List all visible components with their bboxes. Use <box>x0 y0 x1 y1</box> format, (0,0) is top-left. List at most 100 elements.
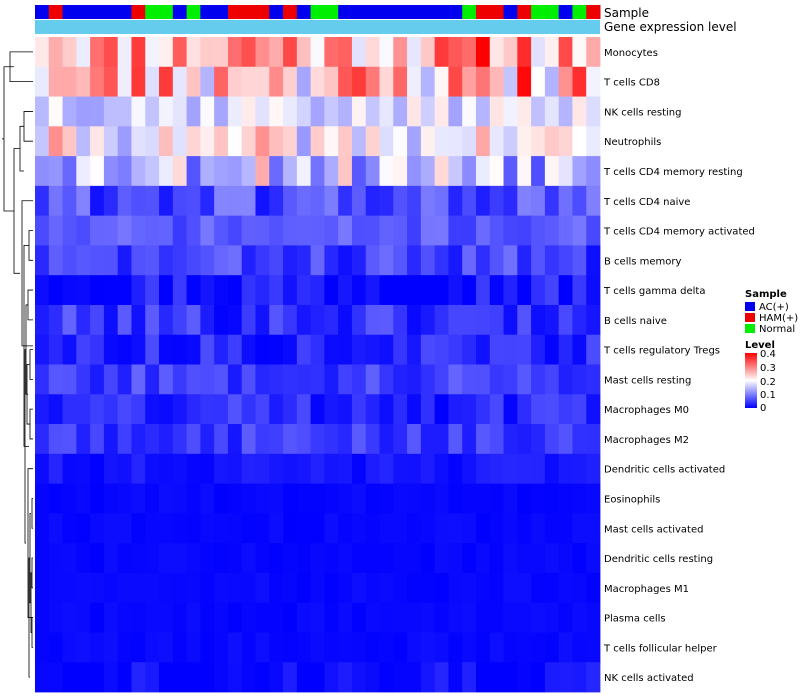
heatmap-cell <box>283 394 298 425</box>
heatmap-cell <box>517 602 532 633</box>
heatmap-cell <box>241 245 256 276</box>
heatmap-cell <box>35 66 50 97</box>
heatmap-cell <box>200 304 215 336</box>
sample-annotation-cell <box>544 5 560 19</box>
heatmap-cell <box>531 275 546 306</box>
heatmap-cell <box>186 572 201 604</box>
heatmap-cell <box>434 96 449 127</box>
heatmap-cell <box>338 66 353 97</box>
heatmap-cell <box>365 632 380 663</box>
heatmap-cell <box>365 126 380 157</box>
heatmap-cell <box>131 513 146 544</box>
heatmap-cell <box>420 394 436 425</box>
heatmap-cell <box>145 37 160 68</box>
heatmap-cell <box>145 334 160 365</box>
heatmap-cell <box>462 245 477 276</box>
heatmap-cell <box>420 602 436 633</box>
heatmap-cell <box>145 304 160 336</box>
heatmap-cell <box>586 662 601 693</box>
heatmap-cell <box>283 245 298 276</box>
row-labels: Monocytes T cells CD8 NK cells resting Neut… <box>603 48 755 684</box>
heatmap-cell <box>351 245 367 276</box>
heatmap-cell <box>434 275 449 306</box>
heatmap-cell <box>90 96 105 127</box>
heatmap-cell <box>531 185 546 217</box>
heatmap-cell <box>310 185 325 217</box>
sample-annotation-cell <box>159 5 174 19</box>
heatmap-cell <box>186 275 201 306</box>
heatmap-cell <box>200 215 215 246</box>
heatmap-cell <box>241 126 256 157</box>
heatmap-cell <box>420 304 436 336</box>
heatmap-cell <box>200 334 215 365</box>
row-label: T cells follicular helper <box>603 643 718 654</box>
heatmap-cell <box>475 543 491 574</box>
heatmap-cell <box>448 632 463 663</box>
heatmap-cell <box>407 453 422 484</box>
heatmap-cell <box>407 483 422 514</box>
heatmap-cell <box>517 572 532 604</box>
heatmap-cell <box>407 245 422 276</box>
heatmap-cell <box>255 156 270 187</box>
heatmap-cell <box>324 662 339 693</box>
heatmap-cell <box>35 215 50 246</box>
heatmap-cell <box>227 245 243 276</box>
heatmap-cell <box>283 304 298 336</box>
heatmap-cell <box>475 632 491 663</box>
heatmap-cell <box>90 304 105 336</box>
heatmap-cell <box>117 543 132 574</box>
heatmap-cell <box>90 572 105 604</box>
heatmap-cell <box>572 185 587 217</box>
dendrogram-branch <box>27 289 33 321</box>
heatmap-cell <box>517 215 532 246</box>
heatmap-cell <box>214 483 229 514</box>
heatmap-cell <box>517 245 532 276</box>
heatmap-cell <box>365 483 380 514</box>
sample-annotation-cell <box>324 5 339 19</box>
heatmap-cell <box>572 632 587 663</box>
heatmap-cell <box>434 602 449 633</box>
heatmap-cell <box>517 96 532 127</box>
heatmap-cell <box>269 394 284 425</box>
heatmap-cell <box>489 424 504 455</box>
heatmap-cell <box>572 572 587 604</box>
heatmap-cell <box>365 275 380 306</box>
heatmap-cell <box>269 364 284 395</box>
sample-annotation-cell <box>475 5 491 19</box>
heatmap-cell <box>131 215 146 246</box>
heatmap-cell <box>544 37 560 68</box>
heatmap-cell <box>117 66 132 97</box>
heatmap-cell <box>407 572 422 604</box>
sample-annotation-cell <box>489 5 505 19</box>
heatmap-cell <box>365 453 380 484</box>
heatmap-cell <box>572 37 587 68</box>
row-label: T cells CD8 <box>603 78 660 89</box>
sample-annotation-cell <box>434 5 449 19</box>
row-label: T cells regulatory Tregs <box>603 346 720 357</box>
heatmap-cell <box>269 96 284 127</box>
heatmap-cell <box>531 662 546 693</box>
heatmap-cell <box>90 453 105 484</box>
heatmap-cell <box>214 424 229 455</box>
heatmap-cell <box>131 37 146 68</box>
heatmap-cell <box>517 304 532 336</box>
heatmap-cell <box>269 453 284 484</box>
heatmap-cell <box>255 394 270 425</box>
heatmap-cell <box>241 66 256 97</box>
heatmap-cell <box>159 543 174 574</box>
heatmap-cell <box>283 156 298 187</box>
heatmap-cell <box>145 424 160 455</box>
heatmap-cell <box>269 572 284 604</box>
heatmap-cell <box>48 572 63 604</box>
heatmap-cell <box>200 37 215 68</box>
heatmap-cell <box>62 275 77 306</box>
heatmap-cell <box>503 513 518 544</box>
heatmap-cell <box>379 632 394 663</box>
heatmap-cell <box>489 66 504 97</box>
heatmap-cell <box>489 572 504 604</box>
heatmap-cell <box>434 513 449 544</box>
heatmap-cell <box>462 513 477 544</box>
heatmap-cell <box>379 394 394 425</box>
heatmap-cell <box>572 275 587 306</box>
heatmap-cell <box>103 37 119 68</box>
